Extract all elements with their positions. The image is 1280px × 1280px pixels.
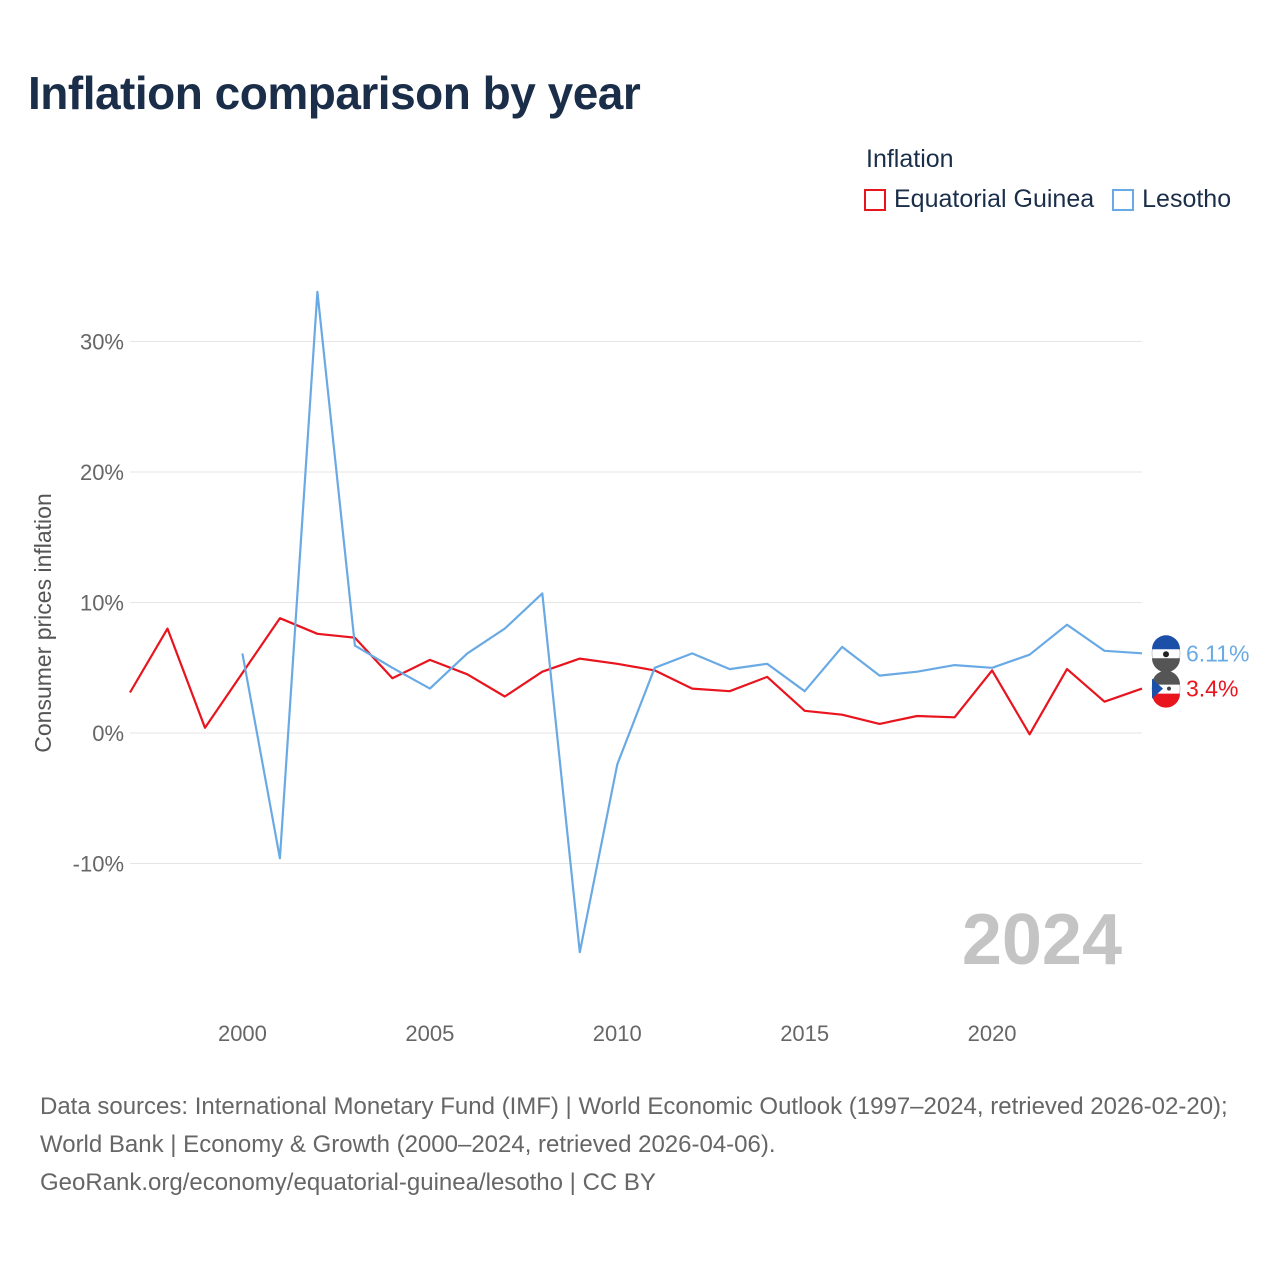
footer: Data sources: International Monetary Fun… (40, 1088, 1250, 1202)
flag-lesotho (1151, 635, 1181, 673)
chart-title: Inflation comparison by year (28, 67, 641, 119)
x-axis-ticks: 2000 2005 2010 2015 2020 (218, 1021, 1017, 1046)
flag-bottom (1152, 658, 1181, 673)
legend-label-equatorial-guinea: Equatorial Guinea (894, 185, 1095, 213)
y-tick-label: 10% (80, 591, 124, 616)
x-tick-label: 2010 (593, 1021, 642, 1046)
footer-sources: Data sources: International Monetary Fun… (40, 1093, 1228, 1158)
x-tick-label: 2005 (405, 1021, 454, 1046)
y-axis-title: Consumer prices inflation (30, 493, 56, 753)
legend-item-equatorial-guinea[interactable]: Equatorial Guinea (864, 185, 1094, 214)
flag-emblem (1167, 686, 1171, 691)
legend-swatch-lesotho (1112, 188, 1135, 211)
series-line-equatorial-guinea (129, 617, 1143, 736)
x-tick-label: 2020 (968, 1021, 1017, 1046)
y-tick-label: -10% (73, 852, 124, 877)
flag-equatorial-guinea (1151, 670, 1181, 708)
gridlines (130, 341, 1142, 864)
end-markers: 3.4% 6.11% (1151, 635, 1250, 708)
series-line-lesotho (241, 290, 1143, 954)
year-watermark: 2024 (962, 900, 1122, 980)
flag-bottom (1152, 693, 1181, 708)
legend: Equatorial Guinea Lesotho (864, 185, 1249, 214)
legend-swatch-equatorial-guinea (864, 188, 886, 211)
end-value-label-lesotho: 6.11% (1186, 640, 1250, 666)
flag-emblem (1163, 651, 1169, 658)
legend-item-lesotho[interactable]: Lesotho (1112, 185, 1231, 214)
x-tick-label: 2000 (218, 1021, 267, 1046)
end-value-label-equatorial-guinea: 3.4% (1186, 676, 1238, 702)
x-tick-label: 2015 (780, 1021, 829, 1046)
legend-label-lesotho: Lesotho (1142, 185, 1232, 213)
y-tick-label: 20% (80, 460, 124, 485)
flag-top (1152, 670, 1181, 685)
y-tick-label: 0% (92, 721, 124, 746)
series-lines (129, 290, 1143, 954)
flag-triangle (1152, 678, 1163, 699)
y-axis-ticks: -10% 0% 10% 20% 30% (73, 330, 124, 877)
legend-title: Inflation (866, 145, 954, 173)
footer-credit: GeoRank.org/economy/equatorial-guinea/le… (40, 1169, 656, 1196)
y-tick-label: 30% (80, 330, 124, 355)
chart-area: -10% 0% 10% 20% 30% 2000 2005 2010 2015 2020 Con… (30, 290, 1250, 1046)
flag-top (1152, 635, 1181, 650)
